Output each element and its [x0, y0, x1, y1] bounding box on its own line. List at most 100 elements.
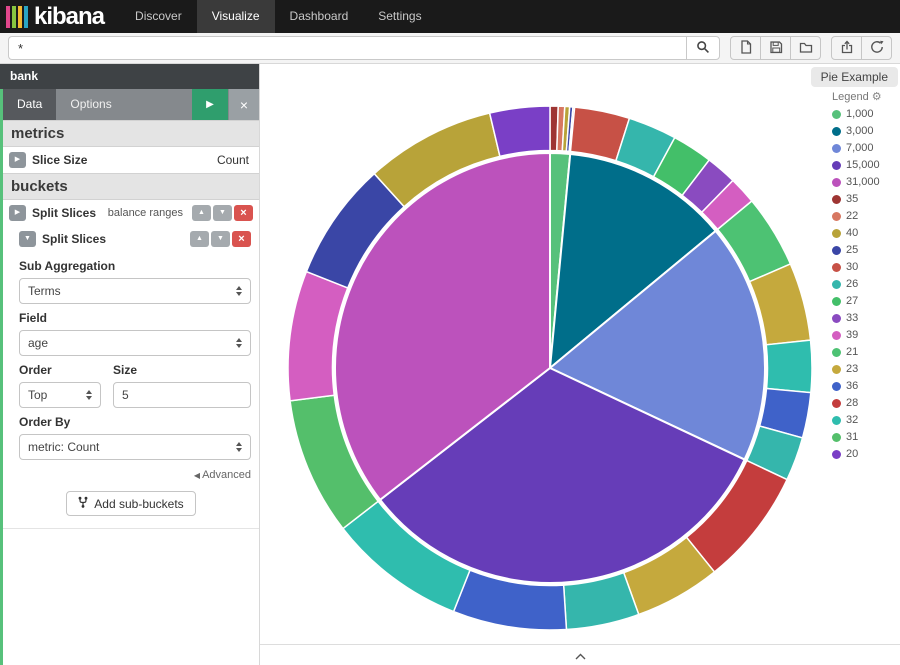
legend-label: 39 — [846, 329, 859, 341]
legend-item[interactable]: 39 — [832, 329, 900, 341]
legend-item[interactable]: 7,000 — [832, 142, 900, 154]
legend-item[interactable]: 21 — [832, 346, 900, 358]
export-icon — [840, 40, 854, 57]
add-sub-buckets-button[interactable]: Add sub-buckets — [66, 491, 196, 516]
field-value: age — [28, 336, 49, 350]
legend-item[interactable]: 36 — [832, 380, 900, 392]
legend-item[interactable]: 27 — [832, 295, 900, 307]
pie-slice-7,000[interactable] — [548, 229, 766, 461]
tab-data[interactable]: Data — [3, 89, 57, 120]
slice-size-toggle-button[interactable]: ▶ — [9, 152, 26, 168]
slice-size-value: Count — [216, 153, 249, 167]
legend-label: 3,000 — [846, 125, 874, 137]
kibana-logo[interactable]: kibana — [0, 0, 120, 33]
split-slices-toggle-button[interactable]: ▶ — [9, 205, 26, 221]
nav-dashboard[interactable]: Dashboard — [289, 9, 349, 23]
pie-slice-3,000[interactable] — [548, 152, 718, 371]
size-input[interactable] — [113, 382, 251, 408]
legend-label: 22 — [846, 210, 859, 222]
collapse-chevron-button[interactable] — [558, 647, 602, 663]
load-visualization-button[interactable] — [790, 36, 821, 60]
legend-item[interactable]: 40 — [832, 227, 900, 239]
advanced-link[interactable]: ◀ Advanced — [19, 469, 251, 481]
pie-subslice-20[interactable] — [488, 105, 551, 158]
legend-item[interactable]: 23 — [832, 363, 900, 375]
legend-label: 1,000 — [846, 108, 874, 120]
legend-item[interactable]: 26 — [832, 278, 900, 290]
legend-item[interactable]: 33 — [832, 312, 900, 324]
legend-item[interactable]: 30 — [832, 261, 900, 273]
tab-options[interactable]: Options — [70, 97, 112, 111]
legend-color-dot — [832, 381, 841, 391]
slice-size-label: Slice Size — [32, 153, 88, 167]
sub-bucket-editor: ▼ Split Slices ▲ ▼ × Sub Aggregation Ter… — [3, 226, 259, 487]
legend-color-dot — [832, 160, 841, 170]
move-agg-up-button[interactable]: ▲ — [192, 205, 211, 221]
legend-label: 35 — [846, 193, 859, 205]
query-toolbar — [0, 33, 900, 64]
save-visualization-button[interactable] — [760, 36, 791, 60]
legend-label: 30 — [846, 261, 859, 273]
legend-color-dot — [832, 432, 841, 442]
sub-aggregation-select[interactable]: Terms — [19, 278, 251, 304]
caret-left-icon: ◀ — [193, 471, 201, 480]
legend-color-dot — [832, 330, 841, 340]
brand-text: kibana — [34, 3, 105, 30]
field-select[interactable]: age — [19, 330, 251, 356]
pie-slice-31,000[interactable] — [334, 151, 551, 502]
legend-item[interactable]: 3,000 — [832, 125, 900, 137]
search-icon — [696, 40, 710, 57]
remove-agg-button[interactable]: × — [232, 231, 251, 247]
legend-label: 32 — [846, 414, 859, 426]
search-button[interactable] — [686, 36, 720, 60]
new-document-icon — [739, 39, 753, 57]
sub-aggregation-label: Sub Aggregation — [19, 259, 116, 273]
move-agg-down-button[interactable]: ▼ — [213, 205, 232, 221]
apply-changes-button[interactable]: ▶ — [192, 89, 228, 120]
order-by-select[interactable]: metric: Count — [19, 434, 251, 460]
query-input[interactable] — [8, 36, 686, 60]
pie-subslice-32[interactable] — [765, 339, 813, 394]
add-sub-buckets-label: Add sub-buckets — [94, 496, 184, 511]
pie-chart[interactable] — [260, 64, 830, 644]
legend-item[interactable]: 28 — [832, 397, 900, 409]
editor-tabs: Data Options ▶ × — [3, 89, 259, 120]
legend-color-dot — [832, 126, 841, 136]
order-by-value: metric: Count — [28, 440, 100, 454]
legend-items: 1,000 3,000 7,000 15,000 31,000 35 22 40 25 30 26 2… — [832, 108, 900, 460]
refresh-button[interactable] — [861, 36, 892, 60]
nav-discover[interactable]: Discover — [135, 9, 182, 23]
gear-icon[interactable]: ⚙ — [871, 91, 882, 103]
arrow-down-icon: ▼ — [217, 235, 224, 242]
legend-item[interactable]: 31 — [832, 431, 900, 443]
legend-item[interactable]: 31,000 — [832, 176, 900, 188]
legend-item[interactable]: 35 — [832, 193, 900, 205]
legend-item[interactable]: 25 — [832, 244, 900, 256]
discard-changes-button[interactable]: × — [229, 89, 259, 120]
arrow-down-icon: ▼ — [219, 209, 226, 216]
legend-item[interactable]: 20 — [832, 448, 900, 460]
spy-panel-bar — [260, 644, 900, 665]
remove-agg-button[interactable]: × — [234, 205, 253, 221]
legend-item[interactable]: 1,000 — [832, 108, 900, 120]
nav-settings[interactable]: Settings — [378, 9, 422, 23]
move-agg-down-button[interactable]: ▼ — [211, 231, 230, 247]
visualization-area: Pie Example Legend ⚙ 1,000 3,000 7,000 15,0… — [260, 64, 900, 665]
advanced-label: Advanced — [202, 469, 251, 481]
nav-visualize[interactable]: Visualize — [196, 0, 275, 33]
move-agg-up-button[interactable]: ▲ — [190, 231, 209, 247]
split-slices-label: Split Slices — [32, 206, 97, 220]
new-visualization-button[interactable] — [730, 36, 761, 60]
sub-split-slices-toggle-button[interactable]: ▼ — [19, 231, 36, 247]
agg-controls: ▲ ▼ × — [190, 231, 251, 247]
pie-slice-15,000[interactable] — [378, 366, 746, 584]
caret-down-icon: ▼ — [24, 235, 31, 242]
legend-item[interactable]: 15,000 — [832, 159, 900, 171]
order-select[interactable]: Top — [19, 382, 101, 408]
legend-item[interactable]: 32 — [832, 414, 900, 426]
close-icon: × — [239, 96, 249, 113]
sub-aggregation-value: Terms — [28, 284, 61, 298]
legend-color-dot — [832, 245, 841, 255]
share-button[interactable] — [831, 36, 862, 60]
legend-item[interactable]: 22 — [832, 210, 900, 222]
